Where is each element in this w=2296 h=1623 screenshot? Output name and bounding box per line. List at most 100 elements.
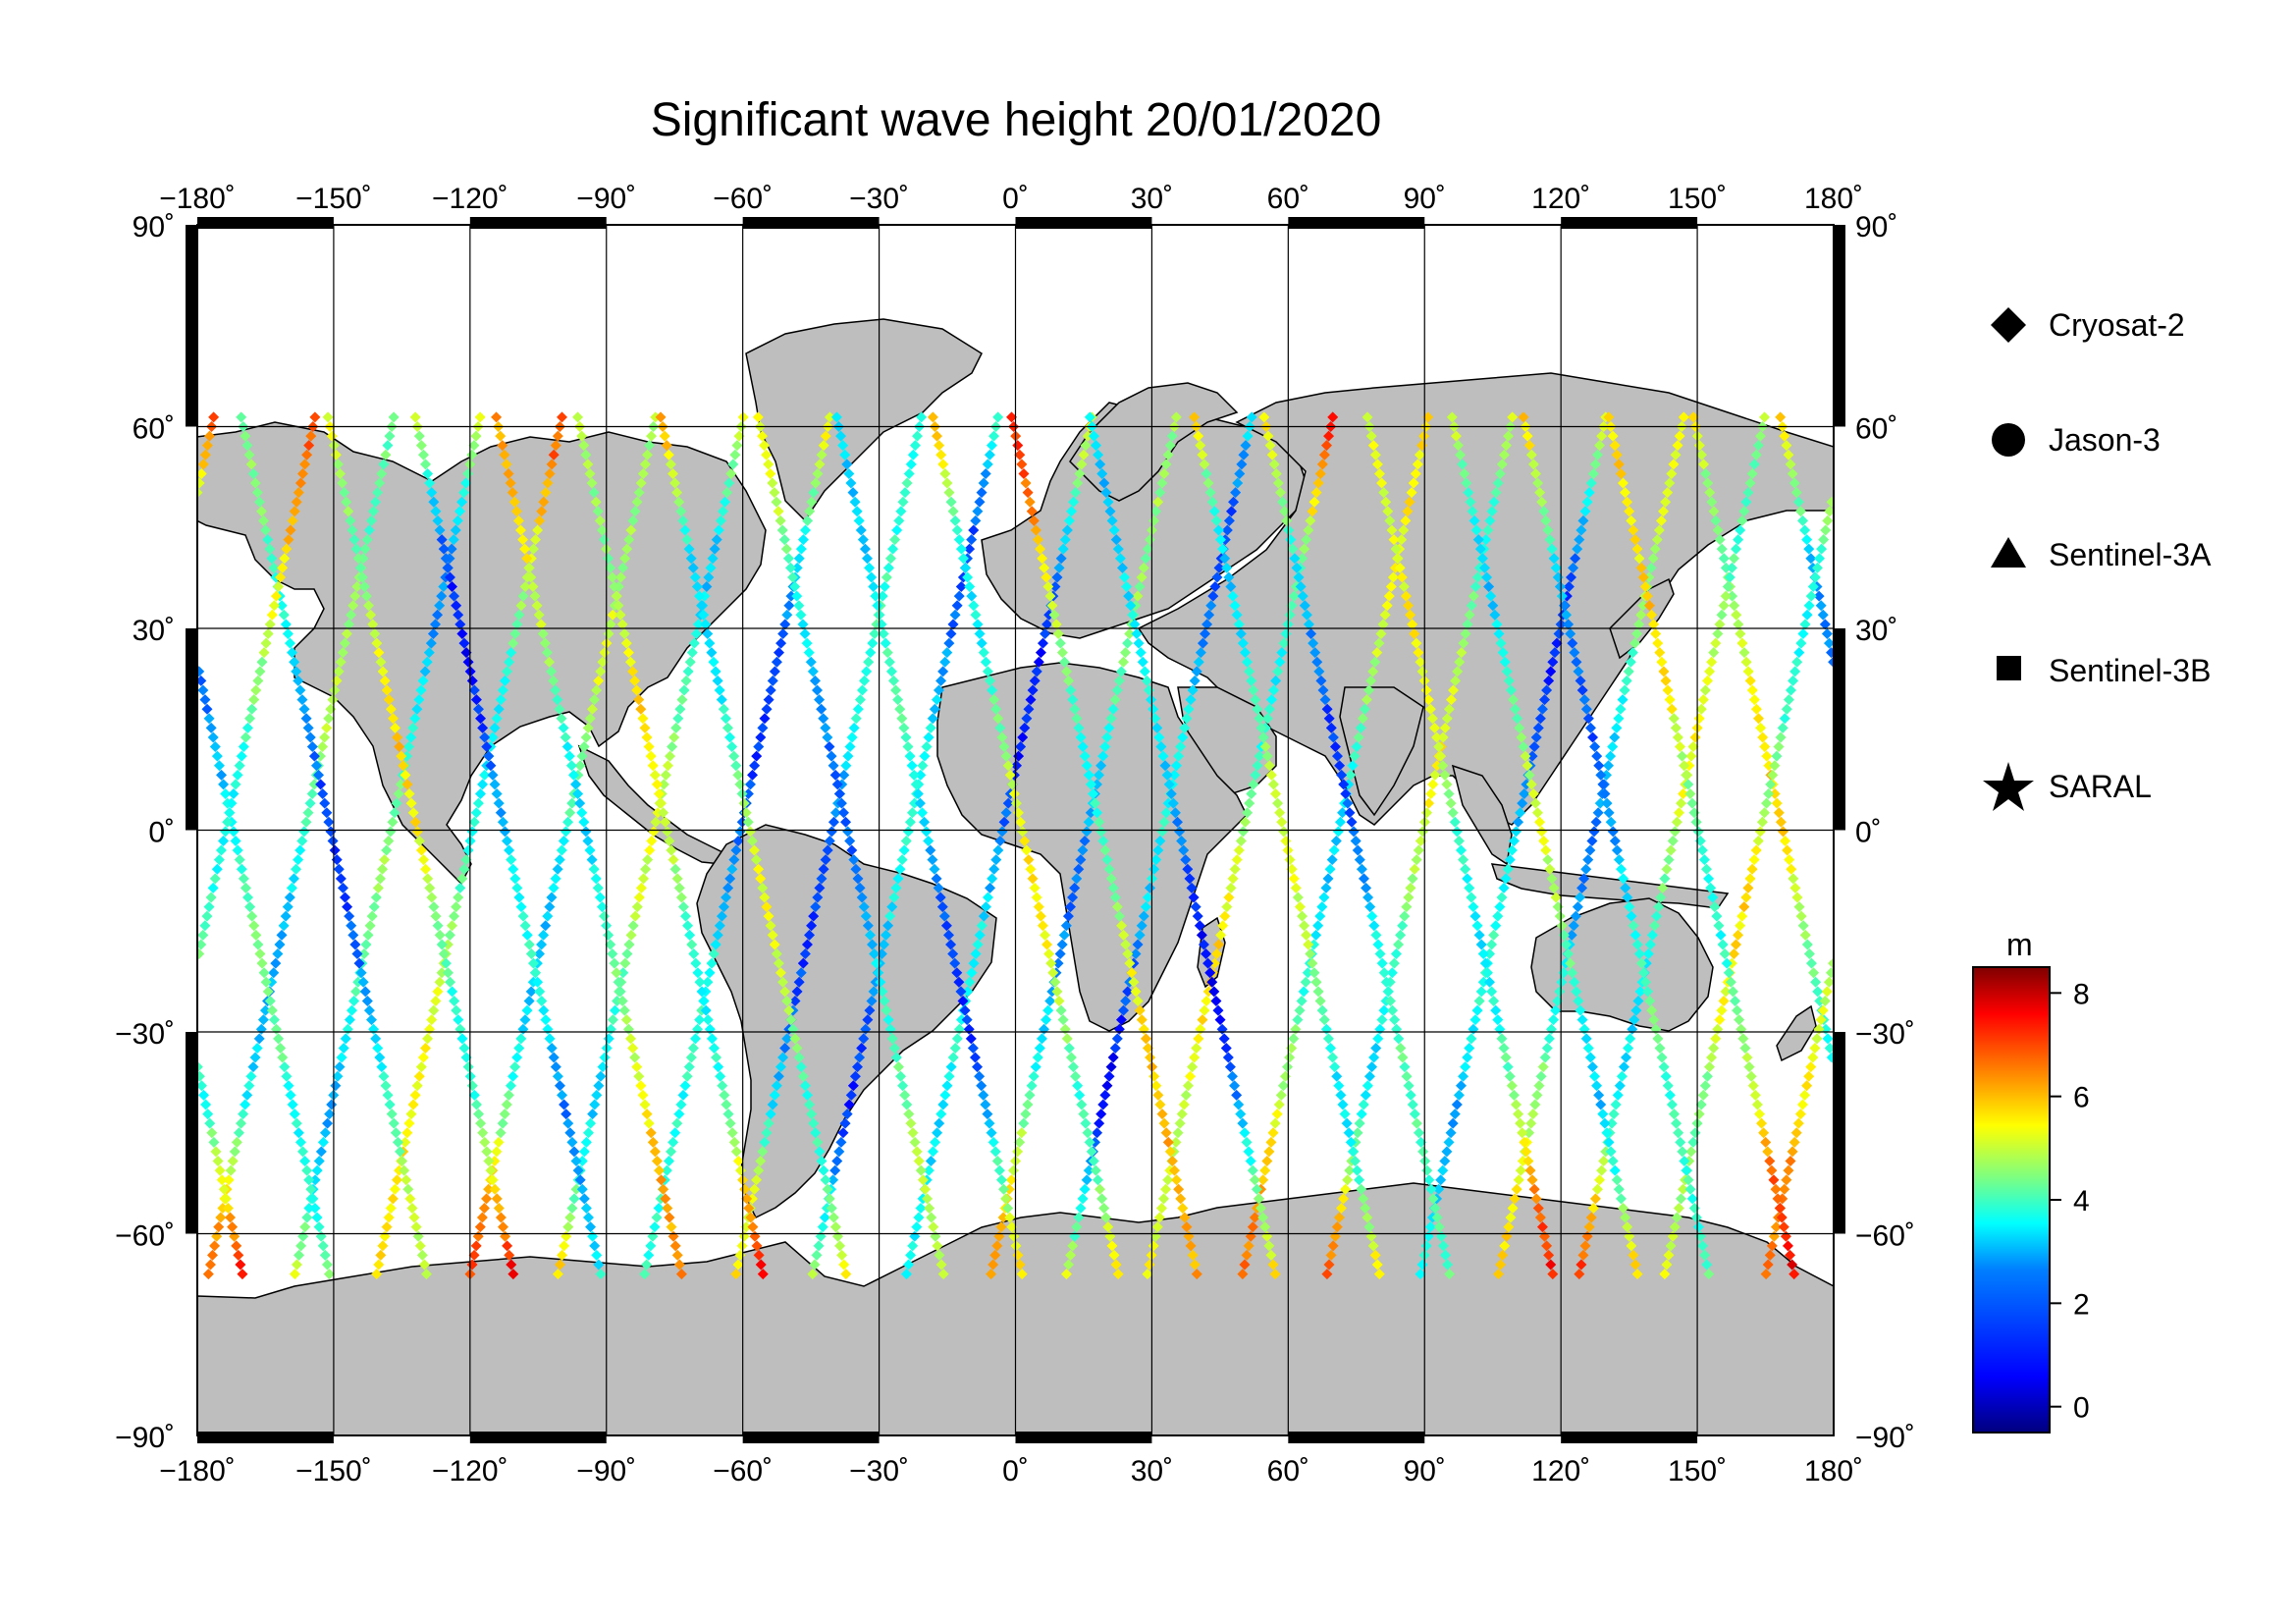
track-point (923, 835, 934, 846)
track-point (1123, 590, 1135, 602)
track-point (779, 1042, 791, 1054)
track-point (1341, 1117, 1353, 1129)
track-point (1323, 1259, 1335, 1271)
track-point (680, 675, 692, 686)
track-point (1462, 619, 1473, 630)
track-point (1648, 1014, 1660, 1026)
track-point (658, 779, 669, 790)
track-point (1720, 562, 1732, 573)
track-point (1769, 788, 1781, 800)
track-point (1669, 1109, 1681, 1120)
track-point (982, 666, 993, 677)
track-point (1492, 477, 1504, 489)
track-point (703, 571, 715, 583)
track-point (1316, 1004, 1328, 1016)
track-point (1112, 1269, 1124, 1280)
track-point (1646, 1004, 1658, 1016)
track-point (546, 892, 558, 903)
track-point (483, 1183, 495, 1195)
track-point (1318, 1014, 1330, 1026)
track-point (591, 1089, 603, 1101)
track-point (1054, 948, 1066, 960)
track-point (1170, 760, 1182, 772)
track-point (1225, 882, 1237, 893)
track-point (258, 647, 270, 659)
track-point (1567, 637, 1578, 649)
track-point (1714, 534, 1726, 546)
track-point (502, 835, 513, 846)
track-point (1158, 816, 1170, 828)
track-point (1279, 506, 1291, 517)
track-point (980, 467, 991, 479)
track-point (1664, 477, 1676, 489)
track-point (253, 496, 265, 508)
track-point (1101, 854, 1113, 866)
track-point (1267, 779, 1279, 790)
track-point (1496, 1033, 1508, 1045)
track-point (1354, 1117, 1365, 1129)
track-point (1133, 637, 1145, 649)
track-point (501, 459, 512, 470)
track-point (611, 590, 622, 602)
track-point (1113, 675, 1125, 686)
track-point (1070, 1070, 1082, 1082)
track-point (1018, 467, 1030, 479)
track-point (1750, 449, 1762, 460)
track-point (420, 1269, 432, 1280)
track-point (984, 1117, 995, 1129)
track-point (350, 986, 362, 998)
track-point (1386, 967, 1398, 979)
track-point (1027, 873, 1039, 885)
track-point (1327, 411, 1339, 423)
track-point (1176, 835, 1188, 846)
track-point (1376, 957, 1388, 969)
track-point (372, 1042, 384, 1054)
track-point (1439, 769, 1451, 781)
track-point (799, 1080, 811, 1092)
track-point (864, 929, 876, 941)
track-point (885, 666, 897, 677)
track-point (903, 1259, 915, 1271)
track-point (804, 929, 816, 941)
track-point (700, 1004, 712, 1016)
track-point (1408, 477, 1419, 489)
track-point (1508, 1089, 1520, 1101)
track-point (1750, 703, 1762, 715)
track-point (1226, 1070, 1238, 1082)
track-point (1424, 1221, 1436, 1233)
lat-tick-label: 60˚ (133, 413, 175, 446)
track-point (562, 1221, 574, 1233)
track-point (1281, 514, 1293, 526)
track-point (718, 703, 729, 715)
track-point (323, 816, 335, 828)
track-point (446, 543, 457, 555)
track-point (656, 1174, 667, 1186)
track-point (645, 750, 657, 762)
track-point (383, 835, 395, 846)
track-point (1006, 411, 1018, 423)
track-point (537, 627, 549, 639)
track-point (1607, 741, 1619, 753)
track-point (1630, 1004, 1642, 1016)
track-point (1528, 741, 1540, 753)
track-point (1223, 571, 1235, 583)
track-point (345, 514, 356, 526)
track-point (812, 467, 824, 479)
track-point (1106, 1240, 1118, 1252)
track-point (1589, 741, 1601, 753)
track-point (1274, 656, 1286, 668)
track-point (901, 1099, 913, 1110)
track-point (1785, 684, 1796, 696)
track-point (1760, 1269, 1772, 1280)
track-point (986, 440, 997, 452)
track-point (422, 1033, 434, 1045)
track-point (1233, 844, 1245, 856)
frame-bar-left (186, 225, 197, 427)
track-point (607, 948, 618, 960)
track-point (671, 873, 683, 885)
track-point (991, 1156, 1003, 1167)
track-point (563, 750, 575, 762)
track-point (833, 1146, 845, 1158)
track-point (544, 656, 556, 668)
track-point (1151, 1221, 1163, 1233)
